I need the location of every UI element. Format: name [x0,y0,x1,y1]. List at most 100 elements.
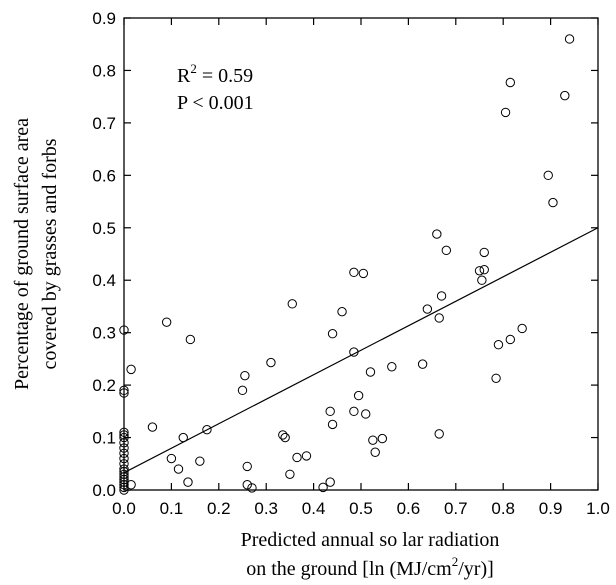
data-point [240,370,250,381]
data-point [119,466,129,477]
data-point [285,469,295,479]
data-point [387,362,397,372]
data-point [195,456,205,466]
data-point [183,477,193,487]
data-point [548,197,558,208]
y-tick-label: 0.9 [92,9,116,28]
data-point [202,424,212,435]
data-point [479,247,489,258]
annotation-p: P < 0.001 [177,92,254,114]
y-axis-label-line2: covered by grasses and forbs [39,138,61,369]
data-point [119,430,129,440]
x-axis-label-line1: Predicted annual so lar radiation [241,529,500,551]
data-point [266,357,276,368]
x-tick-label: 0.8 [491,499,515,518]
data-point [280,432,290,443]
data-point [173,464,184,474]
data-point [119,385,129,396]
y-tick-label: 0.3 [92,324,116,343]
data-point [119,448,129,458]
data-point [119,472,129,482]
data-point [301,451,312,461]
data-point [560,90,570,101]
data-point [242,480,252,490]
data-point [242,461,252,472]
data-point [287,299,297,309]
x-tick-label: 1.0 [586,499,610,518]
data-point [278,430,288,440]
y-tick-labels: 0.0 0.1 0.2 0.3 0.4 0.5 0.6 0.7 0.8 0.9 [92,9,116,500]
y-axis-label-line1: Percentage of ground surface area [11,118,33,390]
data-point [505,77,516,88]
data-point [166,453,177,464]
y-tick-label: 0.6 [92,166,116,185]
x-axis-label-line2: on the ground [ln (MJ/cm2/yr)] [246,554,494,580]
y-tick-label: 0.0 [92,481,116,500]
x-tick-label: 0.0 [112,499,136,518]
data-point [119,325,129,335]
data-point [368,435,378,445]
plot-frame [123,17,599,491]
x-tick-label: 0.1 [160,499,184,518]
data-point [441,245,452,256]
data-point [422,304,433,314]
data-point [126,480,136,490]
data-point [517,323,527,334]
data-point [477,275,487,285]
x-tick-label: 0.6 [397,499,421,518]
data-point [327,329,338,339]
x-tick-label: 0.3 [254,499,278,518]
data-point [119,388,129,398]
data-point [119,438,129,448]
data-point [417,359,428,369]
data-point [147,422,158,432]
data-point [119,443,129,453]
data-point [543,170,553,181]
data-point [436,291,447,301]
data-point [358,268,369,279]
data-point [349,267,359,278]
data-point [178,432,188,443]
data-point [325,406,335,417]
data-point [337,306,347,317]
data-point [349,347,359,357]
data-point [493,340,504,350]
data-point [318,482,328,493]
x-tick-label: 0.2 [207,499,231,518]
data-point [119,480,129,490]
data-point [434,429,444,439]
y-tick-label: 0.1 [92,429,116,448]
data-point [564,34,575,44]
data-point [325,477,335,487]
x-tick-labels: 0.0 0.1 0.2 0.3 0.4 0.5 0.6 0.7 0.8 0.9 1.0 [112,499,610,518]
data-point [505,334,516,345]
data-point [370,447,380,457]
data-point [119,485,129,495]
axis-ticks [123,17,599,491]
x-tick-label: 0.7 [444,499,468,518]
data-point [327,419,338,430]
data-point [119,482,129,493]
y-tick-label: 0.7 [92,114,116,133]
data-point [119,469,129,479]
data-point [432,229,442,239]
data-point [119,477,129,487]
x-tick-label: 0.4 [302,499,326,518]
data-point [353,390,364,401]
data-point [237,385,248,396]
y-tick-label: 0.5 [92,219,116,238]
data-point [292,452,302,463]
data-point [161,317,172,327]
data-points [119,34,575,495]
data-point [119,453,129,464]
data-point [119,427,129,438]
annotation-r2: R2 = 0.59 [177,61,253,87]
data-point [119,459,129,469]
data-point [434,313,444,323]
data-point [377,433,388,444]
y-tick-label: 0.2 [92,376,116,395]
data-point [500,107,511,118]
data-point [361,409,371,419]
y-tick-label: 0.4 [92,271,116,290]
